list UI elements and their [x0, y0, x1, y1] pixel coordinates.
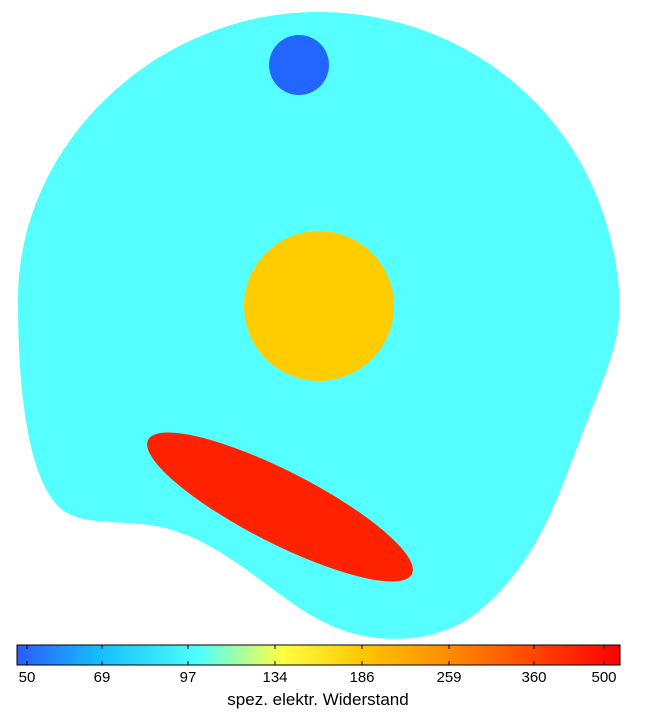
- elongated-ellipse-region: [147, 432, 413, 582]
- colorbar-tick-label: 500: [591, 669, 616, 686]
- colorbar-tick-label: 186: [349, 669, 374, 686]
- colorbar-tick-label: 134: [262, 669, 287, 686]
- large-circle-region: [244, 231, 394, 381]
- colorbar: 50 69 97 134 186 259 360 500 spez. elektr. Wide…: [16, 644, 621, 709]
- colorbar-tick-label: 50: [19, 669, 36, 686]
- colorbar-tick-label: 69: [94, 669, 111, 686]
- colorbar-tick-label: 97: [180, 669, 197, 686]
- colorbar-title: spez. elektr. Widerstand: [227, 690, 408, 709]
- small-circle-region: [269, 35, 329, 95]
- colorbar-tick-label: 259: [436, 669, 461, 686]
- colorbar-tick-marks: [26, 645, 605, 665]
- colorbar-tick-label: 360: [521, 669, 546, 686]
- colorbar-tick-labels: 50 69 97 134 186 259 360 500: [19, 669, 617, 686]
- colorbar-gradient: [16, 644, 621, 666]
